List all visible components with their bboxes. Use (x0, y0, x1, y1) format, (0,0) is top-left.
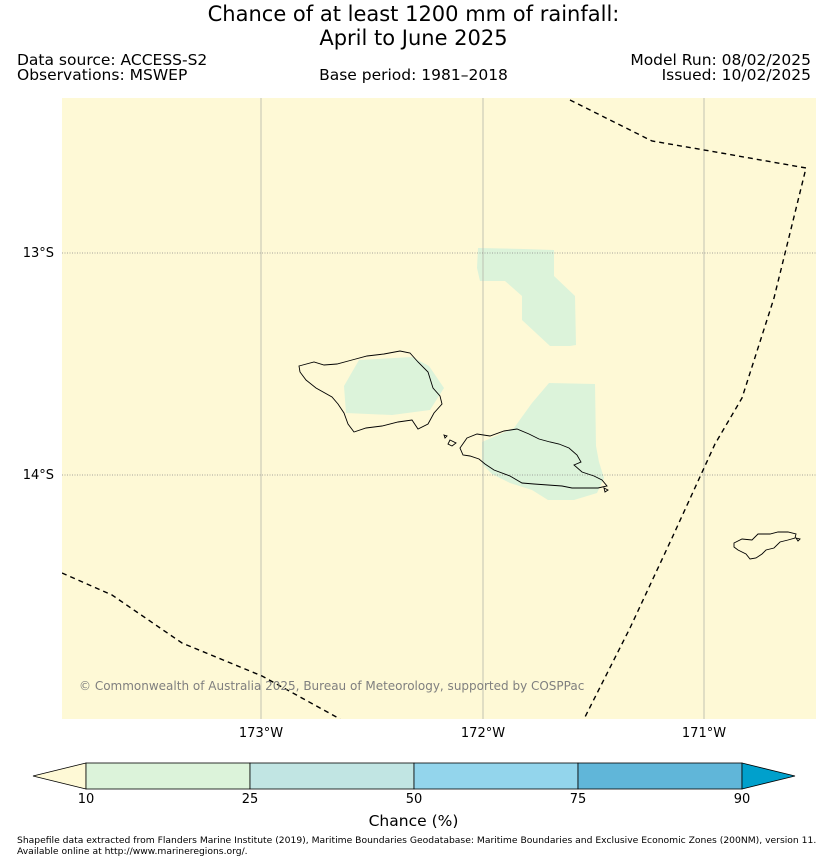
islet-apolima (443, 434, 448, 439)
footer-line-1: Shapefile data extracted from Flanders M… (17, 835, 817, 846)
longitude-gridlines (260, 98, 705, 719)
island-savaii (298, 350, 443, 433)
footer-credit: Shapefile data extracted from Flanders M… (17, 835, 816, 857)
title-line-2: April to June 2025 (319, 26, 508, 50)
map-title: Chance of at least 1200 mm of rainfall: … (0, 2, 827, 50)
lat-label-14s: 14°S (22, 468, 54, 483)
colorbar-tick-10: 10 (77, 792, 95, 807)
islet-aunuu (794, 537, 801, 542)
lon-label-172w: 172°W (460, 726, 506, 741)
maritime-boundaries (62, 99, 807, 719)
colorbar-tick-90: 90 (733, 792, 751, 807)
rainfall-map (62, 98, 816, 719)
observations: Observations: MSWEP (17, 66, 188, 84)
colorbar-segment-under (32, 762, 87, 790)
lat-label-13s: 13°S (22, 246, 54, 261)
data-source: Data source: ACCESS-S2 (17, 51, 208, 69)
island-tutuila (733, 531, 797, 560)
colorbar (32, 762, 796, 790)
colorbar-tick-50: 50 (405, 792, 423, 807)
latitude-gridlines (62, 252, 816, 476)
title-line-1: Chance of at least 1200 mm of rainfall: (207, 2, 620, 26)
copyright-notice: © Commonwealth of Australia 2025, Bureau… (79, 679, 585, 693)
lon-label-173w: 173°W (238, 726, 284, 741)
colorbar-segment-75-90 (577, 762, 743, 790)
island-upolu (459, 428, 608, 489)
colorbar-segment-50-75 (413, 762, 579, 790)
probability-region-north (477, 248, 576, 346)
footer-line-2: Available online at http://www.marinereg… (17, 846, 248, 857)
islet-manono (447, 439, 457, 447)
base-period: Base period: 1981–2018 (319, 66, 508, 84)
colorbar-segment-over (741, 762, 796, 790)
islet-east (603, 487, 609, 493)
probability-region-upolu (482, 383, 604, 500)
coastlines (298, 350, 801, 560)
probability-region-savaii (344, 357, 444, 415)
model-run: Model Run: 08/02/2025 (630, 51, 811, 69)
colorbar-label: Chance (%) (368, 812, 459, 830)
colorbar-tick-75: 75 (569, 792, 587, 807)
colorbar-segment-25-50 (249, 762, 415, 790)
map-background (62, 98, 816, 719)
colorbar-segment-10-25 (85, 762, 251, 790)
colorbar-tick-25: 25 (241, 792, 259, 807)
lon-label-171w: 171°W (681, 726, 727, 741)
issued-date: Issued: 10/02/2025 (661, 66, 811, 84)
